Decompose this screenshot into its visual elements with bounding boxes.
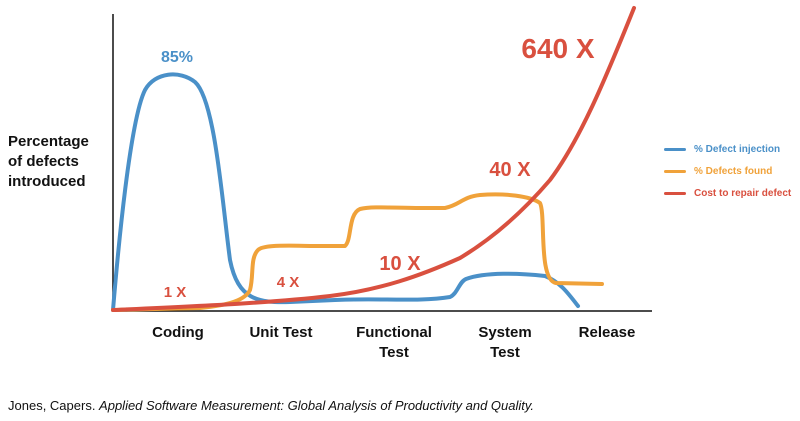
series-line-1 [111,192,604,312]
series-line-2 [111,6,636,312]
legend-label: Cost to repair defect [694,187,792,199]
chart-annotations: 85% 1 X 4 X 10 X 40 X 640 X [161,33,595,301]
y-axis-label-line: introduced [8,173,86,190]
x-tick-label: Release [579,324,636,341]
chart-annotation: 10 X [379,253,421,275]
legend-swatch [664,169,686,173]
legend-item-cost-to-repair: Cost to repair defect [664,182,791,204]
chart-x-tick-labels: Coding Unit Test Functional Test System Test R… [152,324,635,361]
legend-label: % Defect injection [694,143,781,155]
x-tick-label: Functional Test [356,324,432,361]
y-axis-label-line: of defects [8,153,79,170]
chart-series-lines [111,6,636,312]
chart-legend: % Defect injection % Defects found Cost … [664,138,791,204]
legend-item-defects-found: % Defects found [664,160,791,182]
x-tick-label: System Test [478,324,531,361]
chart-annotation: 85% [161,49,193,66]
legend-swatch [664,147,686,151]
y-axis-label-line: Percentage [8,133,89,150]
y-axis-label: Percentage of defects introduced [8,132,118,192]
x-tick-label: Unit Test [249,324,312,341]
chart-axes [112,14,652,312]
chart-annotation: 40 X [489,159,531,181]
chart-annotation: 640 X [521,33,594,64]
chart-annotation: 1 X [164,284,187,301]
x-tick-label: Coding [152,324,204,341]
series-line-0 [111,72,580,312]
citation-title: Applied Software Measurement: Global Ana… [99,398,535,413]
legend-swatch [664,191,686,195]
legend-item-defect-injection: % Defect injection [664,138,791,160]
source-citation: Jones, Capers. Applied Software Measurem… [8,398,534,413]
legend-label: % Defects found [694,165,773,177]
chart-annotation: 4 X [277,274,300,291]
citation-author: Jones, Capers. [8,398,100,413]
